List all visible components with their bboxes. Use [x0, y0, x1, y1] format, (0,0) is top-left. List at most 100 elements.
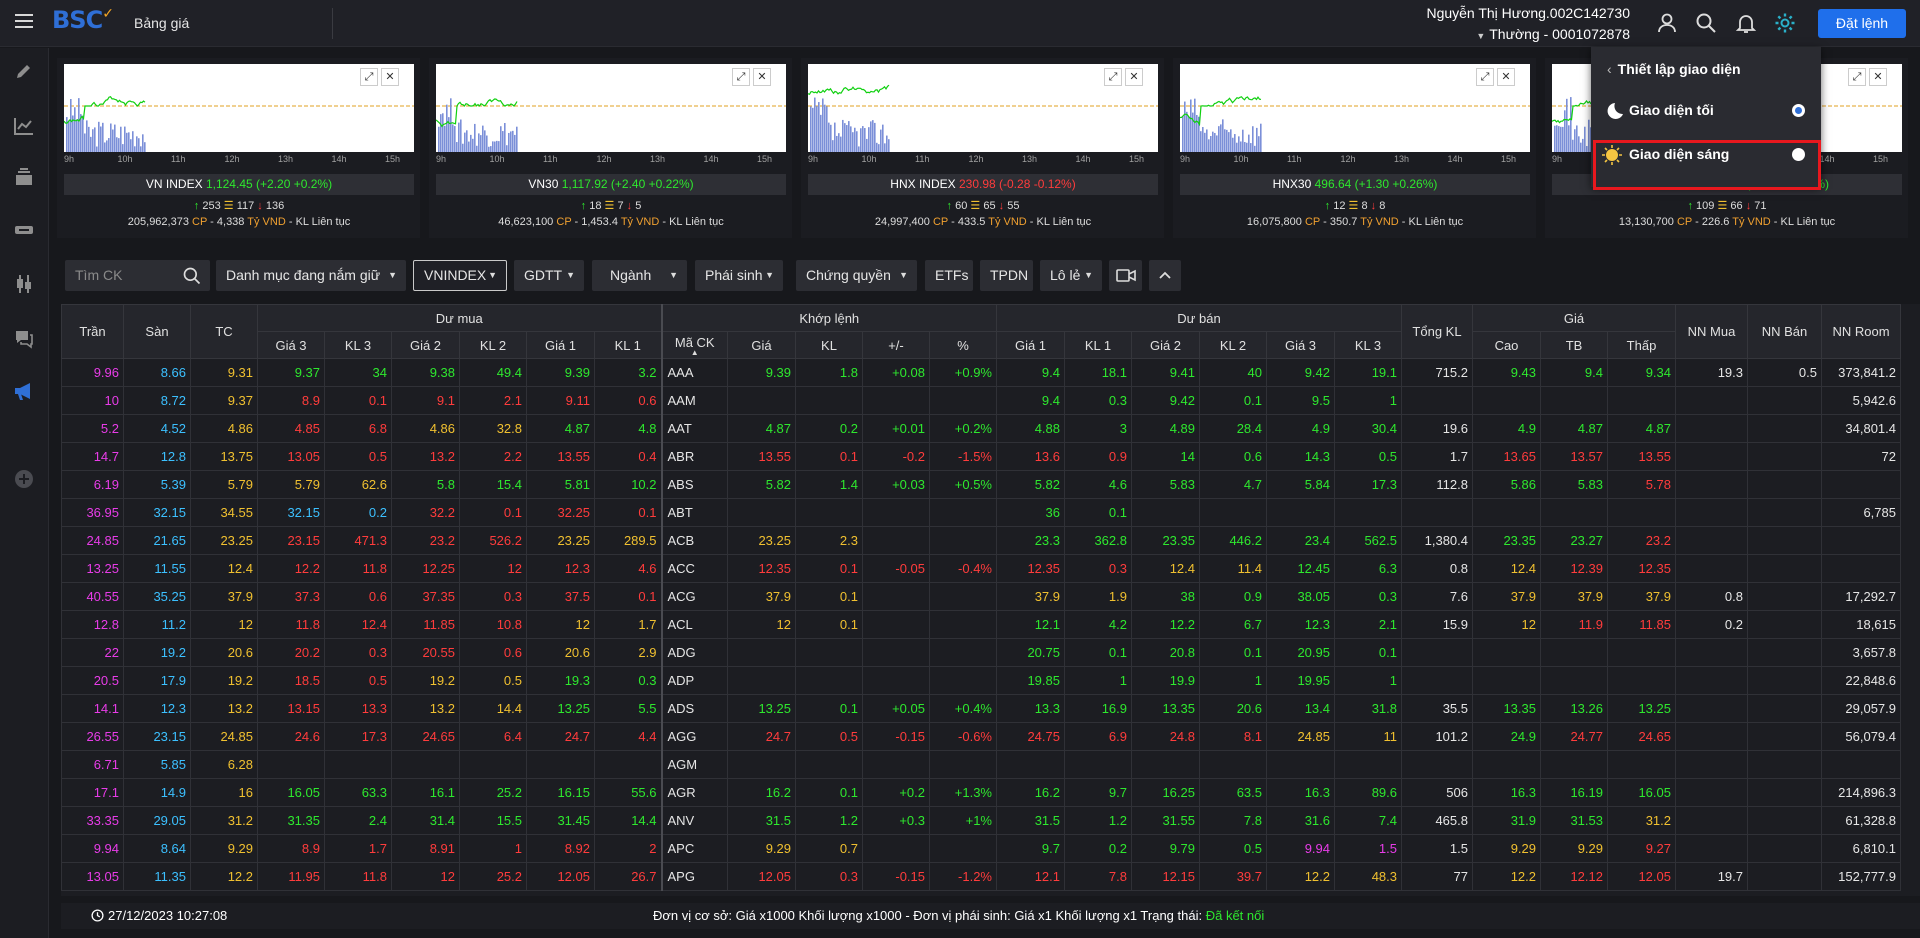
cell-sym[interactable]: ANV [660, 806, 728, 835]
menu-icon[interactable] [15, 14, 33, 28]
portfolio-dropdown[interactable]: Danh mục đang nắm giữ ▼ [216, 260, 406, 291]
table-row[interactable]: 14.1 12.3 13.2 13.15 13.3 13.2 14.4 13.25 5.5 ADS… [61, 694, 1901, 723]
plus-icon[interactable] [12, 467, 36, 491]
candlestick-icon[interactable] [12, 272, 36, 296]
col-ask-vol-2[interactable]: KL 2 [1199, 331, 1267, 359]
col-bid-vol-1[interactable]: KL 1 [594, 331, 662, 359]
intraday-chart[interactable] [1180, 64, 1530, 152]
col-bid-price-3[interactable]: Giá 3 [257, 331, 325, 359]
table-row[interactable]: 9.94 8.64 9.29 8.9 1.7 8.91 1 8.92 2 APC 9.29 0.7 9.… [61, 834, 1901, 863]
index-dropdown[interactable]: VNINDEX ▼ [413, 260, 507, 291]
gear-icon[interactable] [1773, 11, 1797, 35]
table-row[interactable]: 12.8 11.2 12 11.8 12.4 11.85 10.8 12 1.7 ACL 12 0.1… [61, 610, 1901, 639]
cell-sym[interactable]: AAT [660, 414, 728, 443]
user-icon[interactable] [1655, 11, 1679, 35]
table-row[interactable]: 6.71 5.85 6.28 AGM [61, 750, 1901, 779]
account-selector[interactable]: ▼ Thường - 0001072878 [1476, 26, 1630, 42]
col-low[interactable]: Thấp [1607, 331, 1676, 359]
close-icon[interactable]: ✕ [1497, 68, 1515, 86]
exchange-dropdown[interactable]: GDTT ▼ [514, 260, 584, 291]
cell-sym[interactable]: APC [660, 834, 728, 863]
expand-icon[interactable]: ⤢ [360, 68, 378, 86]
col-foreign-buy[interactable]: NN Mua [1675, 304, 1748, 359]
chart-icon[interactable] [12, 114, 36, 138]
table-row[interactable]: 9.96 8.66 9.31 9.37 34 9.38 49.4 9.39 3.2 AAA 9.39… [61, 358, 1901, 387]
cell-sym[interactable]: ACC [660, 554, 728, 583]
col-foreign-room[interactable]: NN Room [1821, 304, 1901, 359]
table-row[interactable]: 33.35 29.05 31.2 31.35 2.4 31.4 15.5 31.45 14.4 A… [61, 806, 1901, 835]
col-reference[interactable]: TC [190, 304, 258, 359]
cell-sym[interactable]: ABT [660, 498, 728, 527]
col-match-vol[interactable]: KL [795, 331, 863, 359]
place-order-button[interactable]: Đặt lệnh [1818, 9, 1906, 38]
col-bid-price-2[interactable]: Giá 2 [391, 331, 460, 359]
video-button[interactable] [1109, 260, 1142, 291]
table-row[interactable]: 6.19 5.39 5.79 5.79 62.6 5.8 15.4 5.81 10.2 ABS 5.… [61, 470, 1901, 499]
search-icon[interactable] [182, 266, 202, 286]
cell-sym[interactable]: AAA [660, 358, 728, 387]
sector-dropdown[interactable]: Ngành ▼ [592, 260, 687, 291]
col-ask-price-2[interactable]: Giá 2 [1131, 331, 1200, 359]
cell-sym[interactable]: APG [660, 862, 728, 891]
col-total-volume[interactable]: Tổng KL [1401, 304, 1473, 359]
col-change[interactable]: +/- [862, 331, 930, 359]
cell-sym[interactable]: AGR [660, 778, 728, 807]
intraday-chart[interactable] [808, 64, 1158, 152]
col-ask-price-1[interactable]: Giá 1 [996, 331, 1065, 359]
col-foreign-sell[interactable]: NN Bán [1747, 304, 1822, 359]
col-bid-price-1[interactable]: Giá 1 [526, 331, 595, 359]
table-row[interactable]: 40.55 35.25 37.9 37.3 0.6 37.35 0.3 37.5 0.1 ACG 3… [61, 582, 1901, 611]
close-icon[interactable]: ✕ [381, 68, 399, 86]
index-card[interactable]: ⤢ ✕ 9h 10h 11h 12h 13h 14h 15h HNX30 496.64 (+1.3… [1173, 58, 1536, 238]
col-ask-vol-3[interactable]: KL 3 [1334, 331, 1402, 359]
cell-sym[interactable]: ADG [660, 638, 728, 667]
index-card[interactable]: ⤢ ✕ 9h 10h 11h 12h 13h 14h 15h HNX INDEX 230.98 (… [801, 58, 1164, 238]
expand-icon[interactable]: ⤢ [1476, 68, 1494, 86]
layers-icon[interactable] [12, 166, 36, 190]
close-icon[interactable]: ✕ [1125, 68, 1143, 86]
intraday-chart[interactable] [64, 64, 414, 152]
dark-theme-option[interactable]: Giao diện tối [1591, 91, 1821, 129]
index-card[interactable]: ⤢ ✕ 9h 10h 11h 12h 13h 14h 15h VN INDEX 1,124.45 … [57, 58, 420, 238]
cell-sym[interactable]: ADS [660, 694, 728, 723]
cell-sym[interactable]: AGM [660, 750, 728, 779]
collapse-button[interactable] [1149, 260, 1181, 291]
col-bid-vol-2[interactable]: KL 2 [459, 331, 527, 359]
col-percent[interactable]: % [929, 331, 997, 359]
warrants-dropdown[interactable]: Chứng quyền ▼ [796, 260, 917, 291]
col-match-price[interactable]: Giá [727, 331, 796, 359]
close-icon[interactable]: ✕ [1869, 68, 1887, 86]
col-bid-vol-3[interactable]: KL 3 [324, 331, 392, 359]
expand-icon[interactable]: ⤢ [1104, 68, 1122, 86]
col-ask-vol-1[interactable]: KL 1 [1064, 331, 1132, 359]
cell-sym[interactable]: ACB [660, 526, 728, 555]
table-row[interactable]: 13.25 11.55 12.4 12.2 11.8 12.25 12 12.3 4.6 ACC 1… [61, 554, 1901, 583]
col-ceiling[interactable]: Trần [61, 304, 124, 359]
chat-icon[interactable] [12, 326, 36, 350]
light-theme-option[interactable]: Giao diện sáng [1591, 135, 1821, 173]
user-name[interactable]: Nguyễn Thị Hương.002C142730 [1426, 5, 1630, 21]
table-row[interactable]: 17.1 14.9 16 16.05 63.3 16.1 25.2 16.15 55.6 AGR 1… [61, 778, 1901, 807]
close-icon[interactable]: ✕ [753, 68, 771, 86]
table-row[interactable]: 13.05 11.35 12.2 11.95 11.8 12 25.2 12.05 26.7 AP… [61, 862, 1901, 891]
table-row[interactable]: 22 19.2 20.6 20.2 0.3 20.55 0.6 20.6 2.9 ADG 20.75… [61, 638, 1901, 667]
table-row[interactable]: 24.85 21.65 23.25 23.15 471.3 23.2 526.2 23.25 2… [61, 526, 1901, 555]
minus-icon[interactable] [12, 218, 36, 242]
light-theme-radio[interactable] [1792, 148, 1805, 161]
table-row[interactable]: 36.95 32.15 34.55 32.15 0.2 32.2 0.1 32.25 0.1 AB… [61, 498, 1901, 527]
col-high[interactable]: Cao [1472, 331, 1541, 359]
bell-icon[interactable] [1734, 11, 1758, 35]
col-symbol[interactable]: Mã CK ▲ [660, 331, 728, 359]
cell-sym[interactable]: ADP [660, 666, 728, 695]
search-input[interactable]: Tìm CK [65, 260, 210, 291]
derivatives-dropdown[interactable]: Phái sinh ▼ [695, 260, 783, 291]
search-icon[interactable] [1694, 11, 1718, 35]
cell-sym[interactable]: ACG [660, 582, 728, 611]
etfs-button[interactable]: ETFs [925, 260, 973, 291]
expand-icon[interactable]: ⤢ [1848, 68, 1866, 86]
table-row[interactable]: 10 8.72 9.37 8.9 0.1 9.1 2.1 9.11 0.6 AAM 9.4 0.3 9.… [61, 386, 1901, 415]
table-row[interactable]: 14.7 12.8 13.75 13.05 0.5 13.2 2.2 13.55 0.4 ABR 1… [61, 442, 1901, 471]
col-avg[interactable]: TB [1540, 331, 1608, 359]
cell-sym[interactable]: ABR [660, 442, 728, 471]
col-ask-price-3[interactable]: Giá 3 [1266, 331, 1335, 359]
